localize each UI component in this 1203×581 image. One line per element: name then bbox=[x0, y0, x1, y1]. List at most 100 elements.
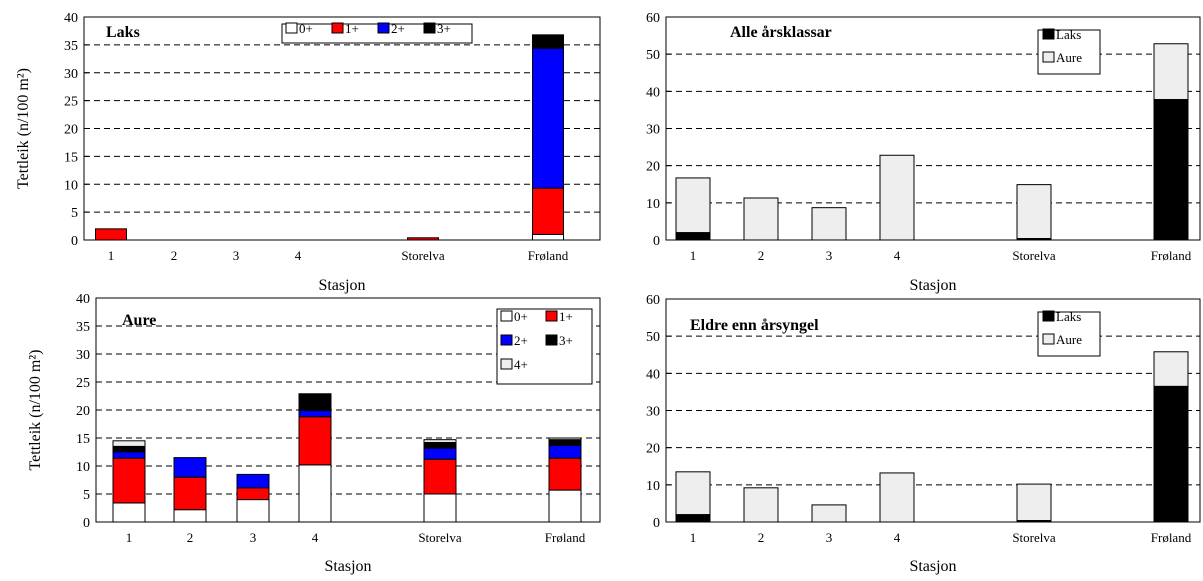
y-tick-label: 30 bbox=[646, 405, 660, 420]
bar-segment bbox=[112, 451, 146, 459]
bar-segment bbox=[532, 47, 564, 189]
y-tick-label: 40 bbox=[646, 85, 660, 100]
y-tick-label: 20 bbox=[64, 123, 78, 138]
legend-swatch bbox=[1042, 28, 1055, 40]
x-tick-label: Frøland bbox=[528, 248, 569, 263]
y-axis-label: Tettleik (n/100 m²) bbox=[15, 68, 32, 189]
y-tick-label: 10 bbox=[64, 178, 78, 193]
y-tick-label: 30 bbox=[76, 348, 90, 363]
bar-segment bbox=[548, 457, 582, 491]
x-tick-label: 1 bbox=[126, 530, 133, 545]
legend-swatch bbox=[423, 22, 436, 34]
y-tick-label: 35 bbox=[64, 39, 78, 54]
y-tick-label: 10 bbox=[646, 479, 660, 494]
legend-swatch bbox=[500, 334, 513, 346]
chart-title: Alle årsklassar bbox=[730, 24, 832, 41]
x-tick-label: Storelva bbox=[401, 248, 445, 263]
legend-label: Laks bbox=[1056, 309, 1081, 324]
legend-swatch bbox=[285, 22, 298, 34]
bar-segment bbox=[95, 228, 127, 241]
plot-frame bbox=[83, 16, 601, 241]
x-tick-label: Frøland bbox=[1151, 248, 1192, 263]
y-tick-label: 40 bbox=[64, 11, 78, 26]
bar-segment bbox=[879, 472, 915, 523]
chart-title: Eldre enn årsyngel bbox=[690, 317, 819, 334]
x-tick-label: 2 bbox=[758, 530, 765, 545]
chart-title: Laks bbox=[106, 24, 140, 41]
x-tick-label: Frøland bbox=[1151, 530, 1192, 545]
legend-swatch bbox=[1042, 51, 1055, 63]
bar-segment bbox=[1153, 99, 1189, 241]
bar-segment bbox=[423, 439, 457, 443]
bar-segment bbox=[811, 207, 847, 241]
legend-swatch bbox=[545, 334, 558, 346]
bar-segment bbox=[743, 487, 779, 523]
x-tick-label: Storelva bbox=[1012, 248, 1056, 263]
legend-label: 0+ bbox=[514, 309, 528, 324]
y-tick-label: 25 bbox=[76, 376, 90, 391]
x-axis-label: Stasjon bbox=[318, 277, 365, 294]
x-tick-label: 1 bbox=[108, 248, 115, 263]
x-tick-label: 2 bbox=[758, 248, 765, 263]
bar-segment bbox=[236, 487, 270, 501]
bar-segment bbox=[112, 445, 146, 453]
y-axis-label: Tettleik (n/100 m²) bbox=[27, 350, 44, 471]
x-tick-label: 2 bbox=[187, 530, 194, 545]
bar-segment bbox=[1153, 385, 1189, 523]
bar-segment bbox=[1153, 351, 1189, 387]
legend-label: 1+ bbox=[345, 21, 359, 36]
y-tick-label: 15 bbox=[76, 432, 90, 447]
legend-swatch bbox=[1042, 333, 1055, 345]
x-axis-label: Stasjon bbox=[909, 558, 956, 575]
legend-swatch bbox=[1042, 310, 1055, 322]
bar-segment bbox=[298, 410, 332, 418]
legend-swatch bbox=[500, 358, 513, 370]
bar-segment bbox=[532, 233, 564, 241]
x-axis-label: Stasjon bbox=[324, 558, 371, 575]
y-tick-label: 30 bbox=[646, 123, 660, 138]
bar-segment bbox=[675, 471, 711, 516]
legend-label: Laks bbox=[1056, 27, 1081, 42]
bar-segment bbox=[173, 476, 207, 511]
bar-segment bbox=[423, 441, 457, 449]
chart-title: Aure bbox=[122, 312, 156, 329]
x-tick-label: 1 bbox=[690, 530, 697, 545]
y-tick-label: 40 bbox=[76, 292, 90, 307]
bar-segment bbox=[236, 473, 270, 489]
x-tick-label: 3 bbox=[250, 530, 257, 545]
x-tick-label: Frøland bbox=[545, 530, 586, 545]
bar-segment bbox=[423, 493, 457, 523]
bar-segment bbox=[173, 509, 207, 523]
bar-segment bbox=[879, 154, 915, 241]
x-tick-label: Storelva bbox=[418, 530, 462, 545]
legend-swatch bbox=[377, 22, 390, 34]
y-tick-label: 25 bbox=[64, 95, 78, 110]
legend-label: Aure bbox=[1056, 332, 1082, 347]
bar-segment bbox=[298, 393, 332, 412]
y-tick-label: 5 bbox=[83, 488, 90, 503]
y-tick-label: 0 bbox=[653, 516, 660, 531]
y-tick-label: 0 bbox=[71, 234, 78, 249]
bar-segment bbox=[423, 447, 457, 460]
bar-segment bbox=[1016, 483, 1052, 522]
x-tick-label: 4 bbox=[295, 248, 302, 263]
y-tick-label: 10 bbox=[646, 197, 660, 212]
bar-segment bbox=[548, 437, 582, 441]
y-tick-label: 20 bbox=[646, 160, 660, 175]
x-tick-label: 4 bbox=[894, 530, 901, 545]
bar-segment bbox=[173, 457, 207, 478]
y-tick-label: 35 bbox=[76, 320, 90, 335]
y-tick-label: 50 bbox=[646, 48, 660, 63]
y-tick-label: 0 bbox=[653, 234, 660, 249]
bar-segment bbox=[1016, 184, 1052, 240]
y-tick-label: 30 bbox=[64, 67, 78, 82]
bar-segment bbox=[298, 464, 332, 523]
x-tick-label: 4 bbox=[312, 530, 319, 545]
bar-segment bbox=[675, 177, 711, 234]
x-tick-label: 3 bbox=[826, 530, 833, 545]
legend-label: Aure bbox=[1056, 50, 1082, 65]
y-tick-label: 50 bbox=[646, 330, 660, 345]
y-tick-label: 10 bbox=[76, 460, 90, 475]
bar-segment bbox=[532, 187, 564, 235]
